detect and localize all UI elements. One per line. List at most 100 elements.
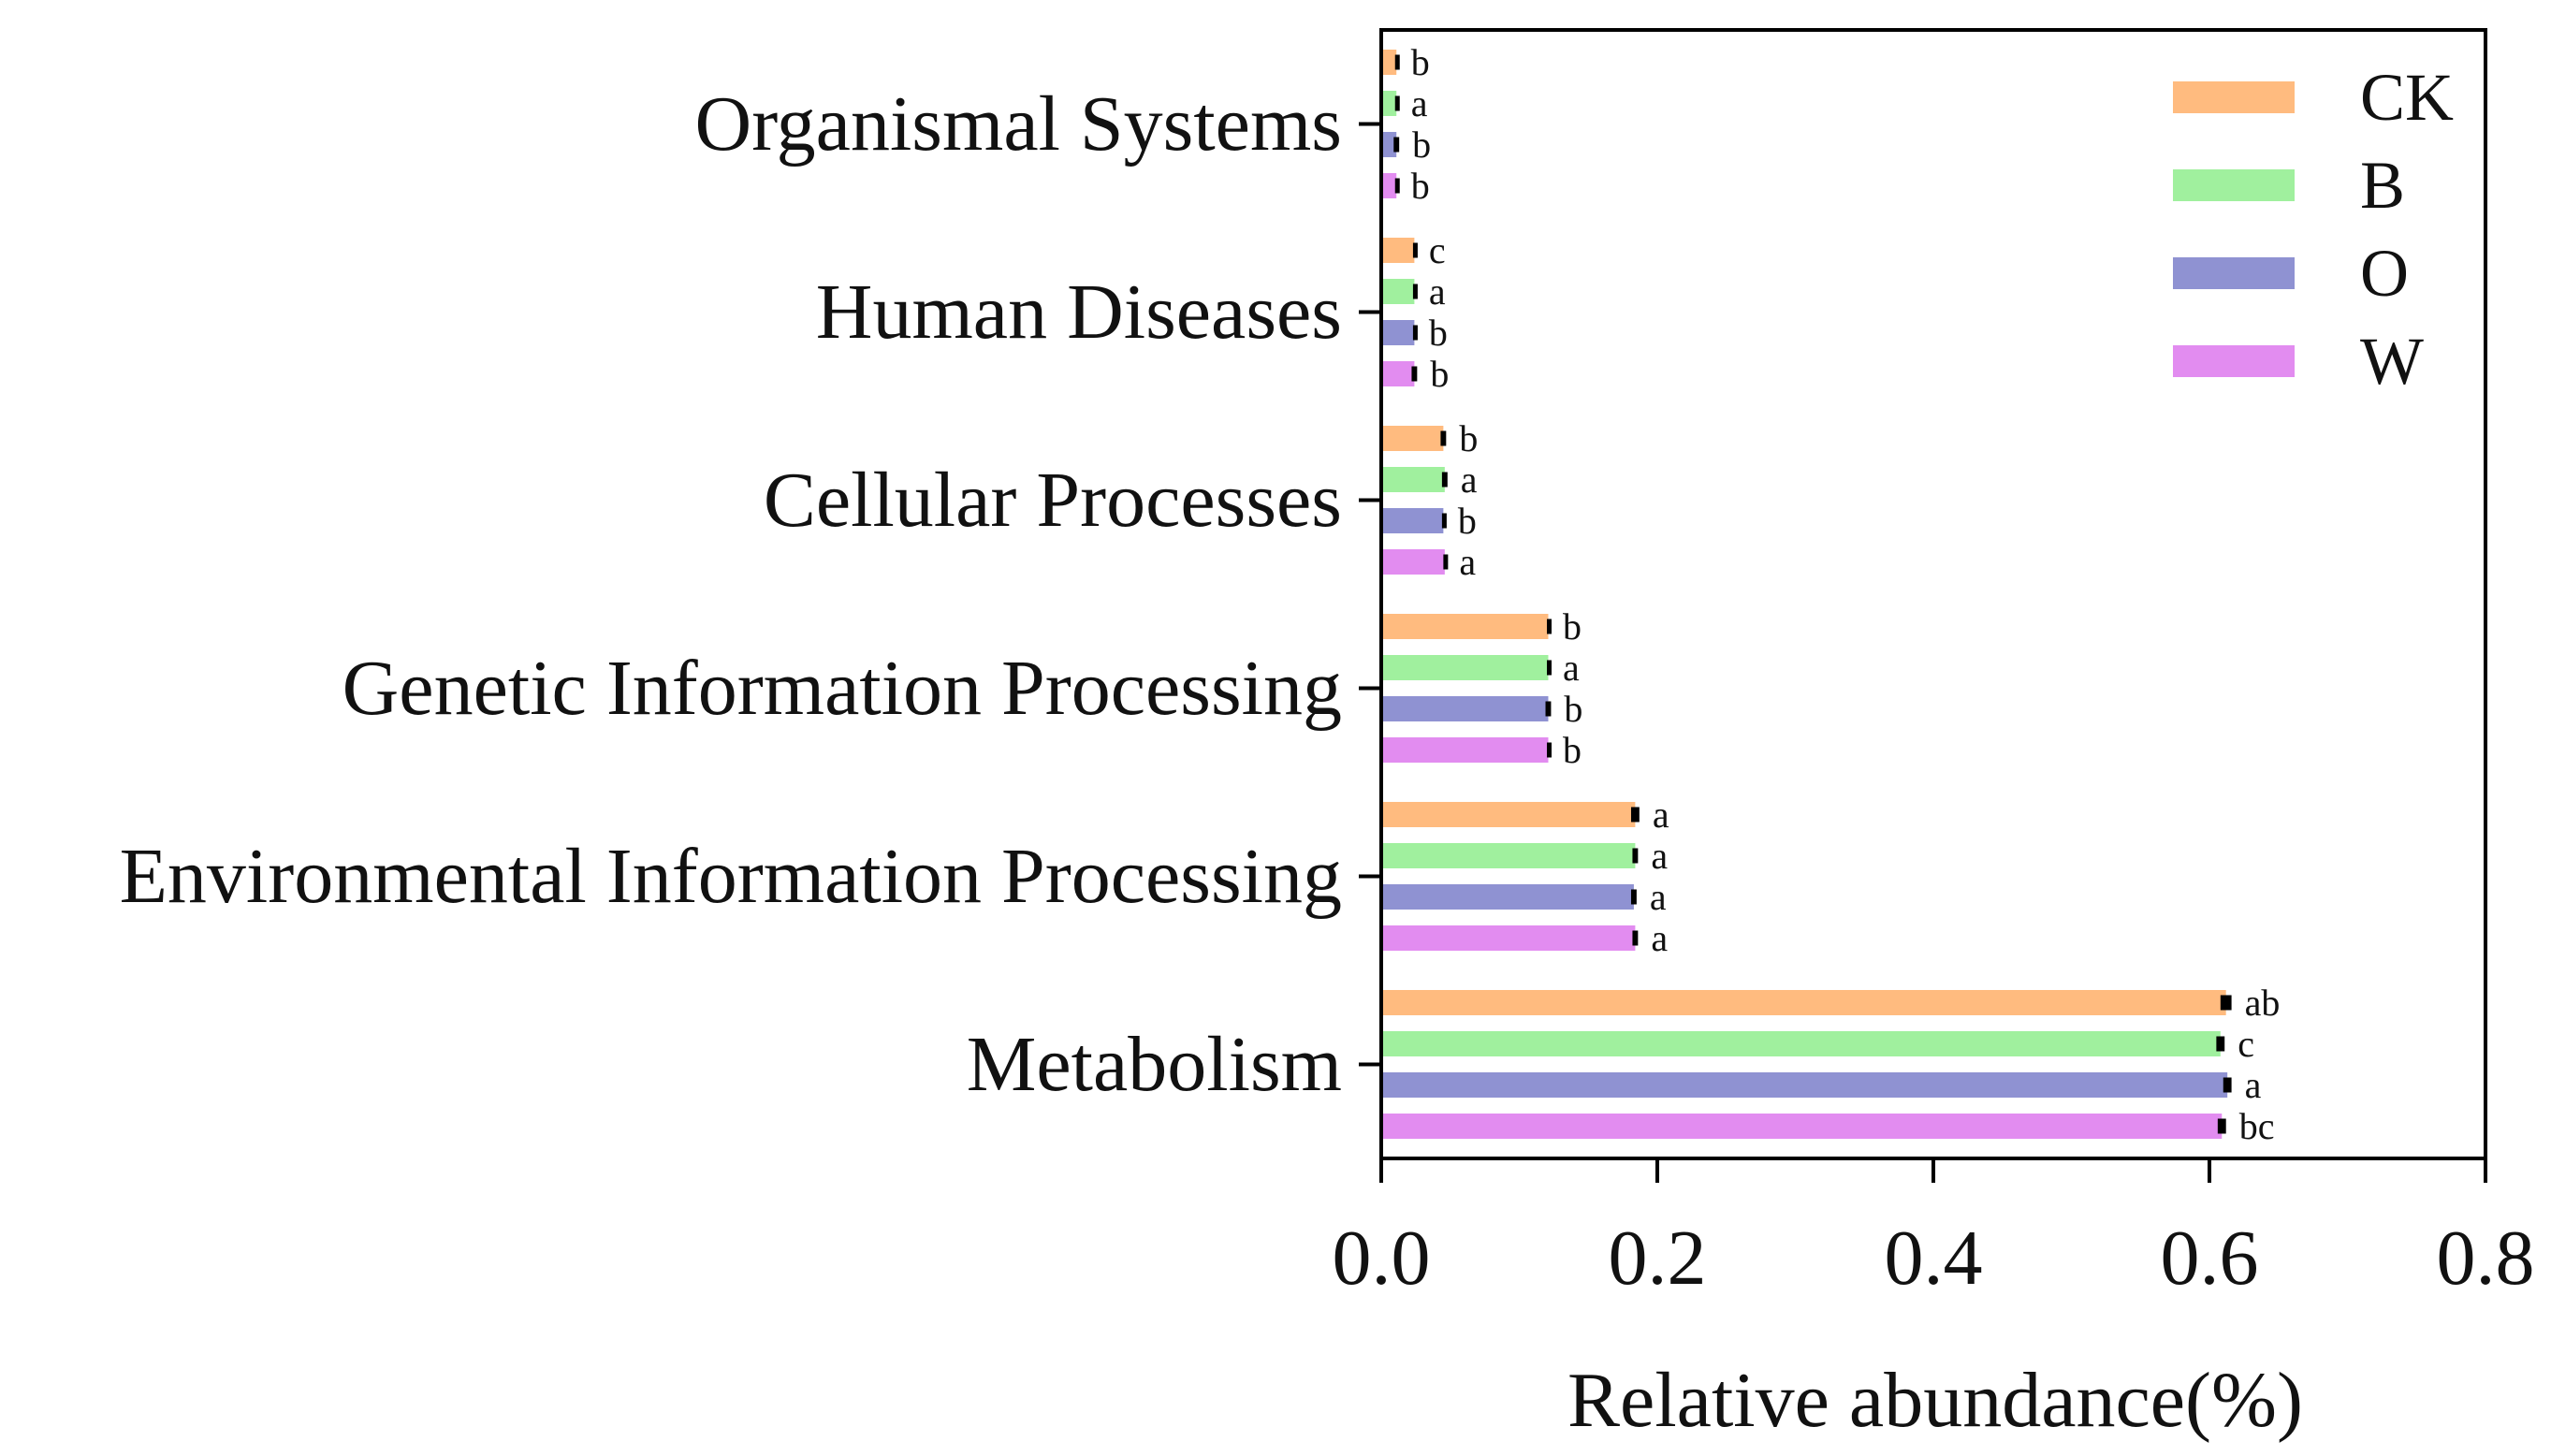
sig-label-b-environmental-information-processing: a — [1651, 835, 1668, 877]
bar-w-metabolism — [1382, 1114, 2223, 1139]
bar-w-organismal-systems — [1382, 173, 1397, 198]
category-label-organismal-systems: Organismal Systems — [695, 80, 1342, 167]
sig-label-b-cellular-processes: a — [1461, 459, 1478, 501]
sig-label-ck-environmental-information-processing: a — [1653, 794, 1669, 836]
error-bar-b-environmental-information-processing — [1632, 848, 1639, 864]
bar-o-human-diseases — [1382, 320, 1415, 345]
category-label-human-diseases: Human Diseases — [816, 269, 1342, 356]
sig-label-w-organismal-systems: b — [1411, 165, 1430, 207]
legend-swatch-b — [2173, 169, 2295, 201]
legend-swatch-ck — [2173, 81, 2295, 113]
bar-ck-metabolism — [1382, 990, 2226, 1015]
error-bar-b-metabolism — [2216, 1036, 2225, 1052]
bar-b-cellular-processes — [1382, 467, 1445, 492]
bar-b-environmental-information-processing — [1382, 843, 1636, 868]
sig-label-ck-cellular-processes: b — [1459, 417, 1478, 459]
sig-label-o-human-diseases: b — [1429, 312, 1448, 354]
sig-label-b-metabolism: c — [2238, 1023, 2254, 1065]
bar-b-human-diseases — [1382, 279, 1415, 304]
sig-label-b-organismal-systems: a — [1411, 82, 1428, 124]
sig-label-w-human-diseases: b — [1430, 353, 1449, 395]
error-bar-ck-organismal-systems — [1394, 54, 1400, 70]
sig-label-w-metabolism: bc — [2239, 1105, 2275, 1147]
error-bar-o-metabolism — [2223, 1077, 2232, 1093]
bar-w-cellular-processes — [1382, 549, 1445, 575]
error-bar-w-human-diseases — [1411, 366, 1418, 382]
error-bar-b-cellular-processes — [1441, 472, 1448, 488]
bar-o-cellular-processes — [1382, 508, 1444, 533]
error-bar-ck-genetic-information-processing — [1547, 619, 1552, 634]
sig-label-o-genetic-information-processing: b — [1564, 688, 1582, 730]
bar-ck-organismal-systems — [1382, 50, 1397, 75]
sig-label-w-environmental-information-processing: a — [1651, 917, 1668, 959]
error-bar-w-organismal-systems — [1394, 178, 1400, 194]
legend-swatch-w — [2173, 345, 2295, 377]
legend-swatch-o — [2173, 257, 2295, 289]
legend-label-ck: CK — [2360, 60, 2454, 135]
error-bar-o-genetic-information-processing — [1545, 701, 1552, 717]
legend-label-b: B — [2360, 148, 2405, 223]
sig-label-o-organismal-systems: b — [1412, 124, 1431, 166]
bar-o-genetic-information-processing — [1382, 696, 1549, 721]
bar-o-organismal-systems — [1382, 132, 1397, 157]
bar-w-genetic-information-processing — [1382, 737, 1549, 763]
error-bar-w-genetic-information-processing — [1547, 742, 1552, 758]
x-tick-label-4: 0.8 — [2437, 1215, 2535, 1302]
sig-label-o-cellular-processes: b — [1458, 500, 1477, 542]
legend-label-o: O — [2360, 236, 2409, 311]
error-bar-ck-environmental-information-processing — [1630, 807, 1640, 823]
error-bar-o-organismal-systems — [1393, 137, 1400, 153]
error-bar-w-environmental-information-processing — [1632, 930, 1639, 946]
error-bar-o-human-diseases — [1412, 325, 1418, 341]
bar-ck-genetic-information-processing — [1382, 614, 1549, 639]
error-bar-o-environmental-information-processing — [1630, 889, 1637, 905]
sig-label-b-genetic-information-processing: a — [1563, 647, 1580, 689]
x-axis-title: Relative abundance(%) — [1567, 1357, 2303, 1444]
bar-b-organismal-systems — [1382, 91, 1397, 116]
error-bar-b-human-diseases — [1412, 284, 1418, 299]
sig-label-ck-human-diseases: c — [1429, 229, 1446, 271]
x-tick-label-1: 0.2 — [1609, 1215, 1707, 1302]
error-bar-w-cellular-processes — [1443, 554, 1449, 570]
sig-label-w-cellular-processes: a — [1459, 541, 1476, 583]
error-bar-o-cellular-processes — [1441, 513, 1447, 529]
bar-ck-cellular-processes — [1382, 426, 1444, 451]
sig-label-w-genetic-information-processing: b — [1563, 729, 1582, 771]
category-label-metabolism: Metabolism — [967, 1021, 1342, 1108]
error-bar-b-genetic-information-processing — [1547, 660, 1552, 676]
bar-o-environmental-information-processing — [1382, 884, 1634, 910]
error-bar-ck-cellular-processes — [1440, 430, 1447, 446]
bar-w-environmental-information-processing — [1382, 925, 1636, 951]
bar-b-metabolism — [1382, 1031, 2221, 1056]
error-bar-b-organismal-systems — [1394, 95, 1400, 111]
legend-label-w: W — [2360, 324, 2424, 399]
plot-frame — [1379, 28, 2487, 1160]
sig-label-ck-metabolism: ab — [2245, 982, 2281, 1024]
bar-w-human-diseases — [1382, 361, 1415, 386]
sig-label-b-human-diseases: a — [1429, 270, 1446, 313]
axes-layer: Organismal Systems Human Diseases Cellular… — [120, 28, 2535, 1302]
bar-ck-environmental-information-processing — [1382, 802, 1636, 827]
error-bar-ck-human-diseases — [1412, 242, 1418, 258]
bar-o-metabolism — [1382, 1072, 2228, 1098]
category-label-cellular-processes: Cellular Processes — [764, 457, 1342, 544]
sig-label-o-environmental-information-processing: a — [1650, 876, 1667, 918]
x-tick-label-2: 0.4 — [1885, 1215, 1983, 1302]
sig-label-ck-organismal-systems: b — [1411, 41, 1430, 83]
error-bar-w-metabolism — [2217, 1118, 2226, 1134]
category-label-environmental-information-processing: Environmental Information Processing — [120, 833, 1342, 920]
legend: CK BOW — [2173, 60, 2454, 399]
sig-label-o-metabolism: a — [2245, 1064, 2262, 1106]
x-tick-label-0: 0.0 — [1333, 1215, 1431, 1302]
x-tick-label-3: 0.6 — [2161, 1215, 2259, 1302]
category-label-genetic-information-processing: Genetic Information Processing — [343, 645, 1342, 732]
error-bar-ck-metabolism — [2220, 995, 2232, 1011]
bar-b-genetic-information-processing — [1382, 655, 1549, 680]
